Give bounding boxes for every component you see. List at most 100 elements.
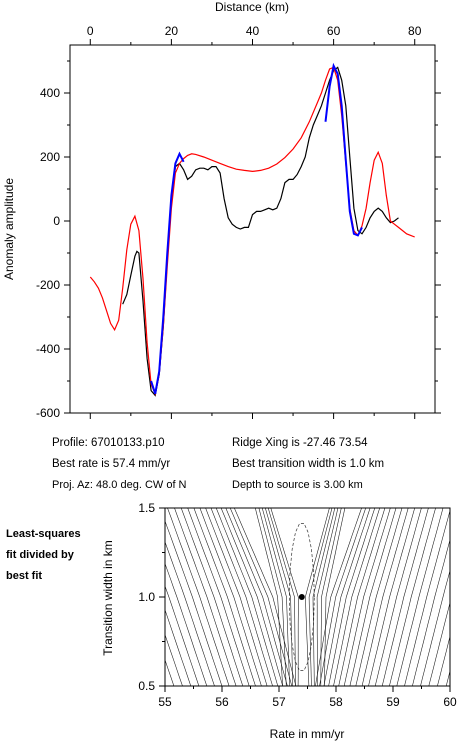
contour-line [255,508,283,686]
contour-line [165,609,192,686]
x-tick-label: 55 [158,695,172,709]
series-line-black [122,66,399,397]
contour-line [333,508,380,686]
contour-line [455,508,467,686]
contour-line [316,508,339,686]
side-note-line: best fit [6,570,43,582]
source-depth-label: Depth to source is 3.00 km [232,479,363,491]
contour-line [220,508,283,686]
profile-series [89,62,415,397]
y-tick-label: 1.0 [138,590,155,604]
contour-y-axis-title: Transition width in km [101,540,115,656]
profile-y-axis: -600 -400 -200 0 200 400 [36,60,441,420]
x-tick-label: 20 [165,24,179,38]
contour-line [312,508,336,686]
contour-line [343,508,391,686]
contour-line [404,509,450,686]
contour-line [167,508,230,686]
contour-line [396,508,444,686]
misfit-contour-chart: 55 56 57 58 59 60 0.5 1.0 1.5 Rate in mm/yr Tra… [101,501,467,741]
profile-plot-frame [69,44,436,414]
contour-line [165,562,208,686]
profile-x-axis-title: Distance (km) [215,0,289,14]
contour-line [437,635,450,686]
contour-line [258,508,287,686]
contour-line [315,508,362,686]
contour-line [270,508,299,686]
x-tick-label: 80 [408,24,422,38]
x-tick-label: 59 [386,695,400,709]
profile-chart: 0 20 40 60 80 -600 -400 -200 0 200 400 Distance (… [2,0,441,420]
series-line-blue [150,151,185,395]
x-tick-label: 40 [246,24,260,38]
contour-line [323,508,371,686]
contour-line [355,508,403,686]
ridge-crossing-label: Ridge Xing is -27.46 73.54 [232,437,368,449]
contour-line [165,585,200,686]
contour-side-note: Least-squares fit divided by best fit [6,524,81,587]
contour-line [420,569,450,686]
contour-line [234,508,297,686]
contour-line [381,508,429,686]
series-line-blue [324,62,363,237]
contour-line-inner [288,523,315,671]
best-rate-label: Best rate is 57.4 mm/yr [52,458,171,470]
contour-line [265,508,293,686]
contour-line [267,508,296,686]
y-tick-label: 200 [40,150,60,164]
side-note-line: Least-squares [6,528,81,540]
side-note-line: fit divided by [6,549,74,561]
contour-line [368,508,415,686]
contour-line [328,508,376,686]
y-tick-label: 1.5 [138,501,155,515]
series-line-red [89,66,415,396]
contour-line [210,508,273,686]
contour-lines [165,508,467,686]
x-tick-label: 0 [87,24,94,38]
contour-line [338,508,386,686]
contour-line [180,508,244,686]
contour-line [445,669,450,686]
profile-x-axis: 0 20 40 60 80 [87,24,422,419]
y-tick-label: -600 [36,406,60,420]
profile-y-axis-title: Anomaly amplitude [2,178,16,280]
x-tick-label: 56 [215,695,229,709]
contour-line [324,508,346,686]
contour-line [199,508,262,686]
contour-line [361,508,409,686]
y-tick-label: -200 [36,278,60,292]
contour-line [389,508,436,686]
x-tick-label: 57 [272,695,286,709]
contour-line [304,508,330,686]
contour-line [215,508,279,686]
contour-line [225,508,288,686]
contour-line [428,601,450,686]
contour-x-axis-title: Rate in mm/yr [270,727,345,741]
projection-azimuth-label: Proj. Az: 48.0 deg. CW of N [52,479,187,491]
contour-line [187,508,250,686]
y-tick-label: -400 [36,342,60,356]
contour-line [319,508,366,686]
profile-label: Profile: 67010133.p10 [52,437,165,449]
contour-line [174,508,237,686]
y-tick-label: 0.5 [138,679,155,693]
contour-line [261,508,290,686]
contour-line [374,508,422,686]
contour-x-axis: 55 56 57 58 59 60 [158,686,457,709]
contour-line [320,508,342,686]
contour-line [349,508,397,686]
contour-y-axis: 0.5 1.0 1.5 [138,501,165,693]
y-tick-label: 0 [53,214,60,228]
best-width-label: Best transition width is 1.0 km [232,458,385,470]
best-fit-marker [298,594,305,600]
contour-line [229,508,293,686]
y-tick-label: 400 [40,86,60,100]
contour-line [205,508,268,686]
x-tick-label: 60 [327,24,341,38]
contour-line [193,508,256,686]
contour-line [165,520,223,686]
contour-line [165,540,215,686]
x-tick-label: 60 [443,695,457,709]
contour-line [308,508,333,686]
